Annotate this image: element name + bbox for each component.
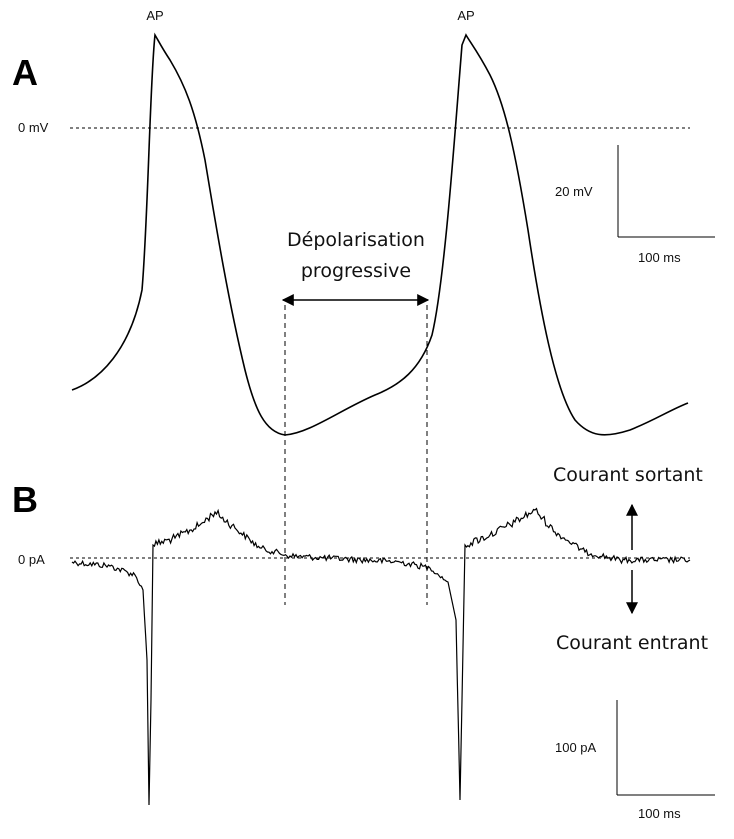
- zero-label: 0 mV: [18, 120, 49, 135]
- scale-label: 100 pA: [555, 740, 597, 755]
- scale-label: 100 ms: [638, 806, 681, 821]
- annotation: progressive: [301, 260, 411, 282]
- peak-label: AP: [146, 8, 163, 23]
- voltage-trace: [71, 32, 689, 436]
- scale-label: 100 ms: [638, 250, 681, 265]
- scale-label: 20 mV: [555, 184, 593, 199]
- annotation: Dépolarisation: [287, 229, 425, 251]
- current-trace: [71, 507, 691, 806]
- peak-label: AP: [457, 8, 474, 23]
- panel-label: B: [12, 479, 38, 520]
- zero-label: 0 pA: [18, 552, 45, 567]
- inward-label: Courant entrant: [556, 632, 708, 654]
- panel-label: A: [12, 52, 38, 93]
- outward-label: Courant sortant: [553, 464, 703, 486]
